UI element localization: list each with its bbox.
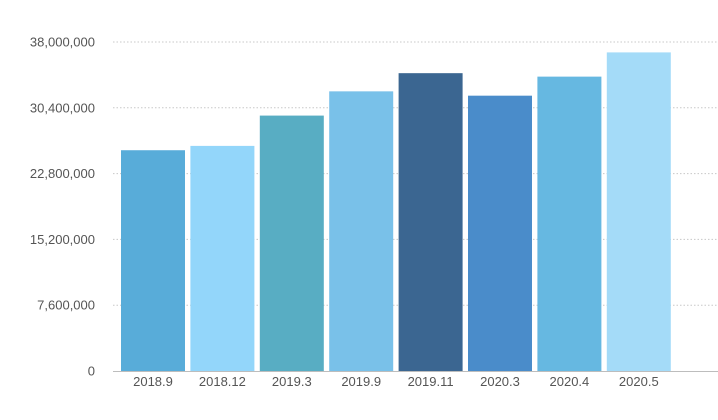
x-tick-labels: 2018.9 2018.12 2019.3 2019.9 2019.11 2020.3 20…	[133, 374, 659, 389]
x-tick-label: 2020.3	[480, 374, 520, 389]
bar	[537, 76, 602, 371]
x-tick-label: 2019.9	[341, 374, 381, 389]
x-tick-label: 2019.3	[272, 374, 312, 389]
y-tick-labels: 0 7,600,000 15,200,000 22,800,000 30,400,000…	[30, 35, 95, 379]
bar	[121, 150, 185, 371]
bar	[190, 145, 255, 371]
y-tick-label: 0	[88, 364, 95, 379]
bar	[259, 115, 324, 371]
y-tick-label: 15,200,000	[30, 232, 95, 247]
y-tick-label: 7,600,000	[37, 298, 95, 313]
bar	[468, 95, 532, 371]
x-tick-label: 2019.11	[408, 374, 454, 389]
x-tick-label: 2020.4	[550, 374, 590, 389]
bar	[606, 52, 671, 372]
x-tick-label: 2018.9	[133, 374, 173, 389]
x-tick-label: 2018.12	[199, 374, 246, 389]
bars	[121, 52, 671, 372]
bar	[398, 73, 463, 371]
y-tick-label: 22,800,000	[30, 166, 95, 181]
x-tick-label: 2020.5	[619, 374, 659, 389]
y-tick-label: 38,000,000	[30, 35, 95, 50]
y-tick-label: 30,400,000	[30, 100, 95, 115]
bar	[329, 91, 394, 371]
